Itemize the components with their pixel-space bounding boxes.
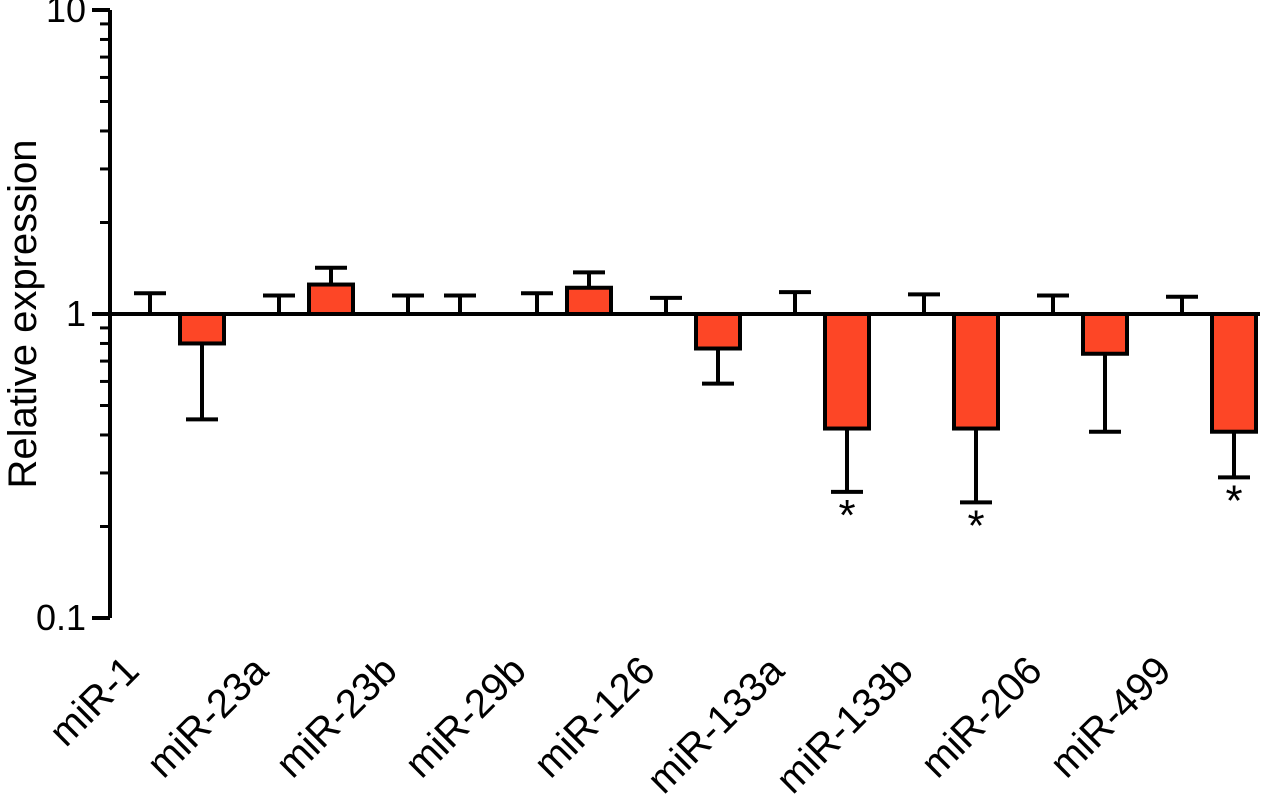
x-category-label: miR-23b [268, 648, 406, 786]
x-category-label: miR-133a [639, 648, 793, 802]
expression-bar-chart: 0.1110Relative expressionmiR-1miR-23amiR… [0, 0, 1280, 806]
x-category-label: miR-23a [139, 648, 278, 787]
bar [825, 314, 869, 429]
chart-svg: 0.1110Relative expressionmiR-1miR-23amiR… [0, 0, 1280, 806]
significance-marker: * [838, 491, 855, 540]
x-category-label: miR-499 [1042, 648, 1180, 786]
bar [1083, 314, 1127, 354]
bar [1212, 314, 1256, 432]
x-category-label: miR-29b [397, 648, 535, 786]
x-category-label: miR-133b [768, 648, 922, 802]
significance-marker: * [967, 501, 984, 550]
y-tick-label: 1 [66, 293, 86, 334]
x-category-label: miR-206 [913, 648, 1051, 786]
significance-marker: * [1225, 476, 1242, 525]
bar [567, 288, 611, 314]
bar [180, 314, 224, 343]
x-category-label: miR-1 [41, 648, 148, 755]
y-tick-label: 0.1 [36, 597, 86, 638]
y-tick-label: 10 [46, 0, 86, 30]
bar [696, 314, 740, 349]
bar [954, 314, 998, 429]
y-axis-title: Relative expression [1, 139, 45, 488]
bar [309, 285, 353, 314]
